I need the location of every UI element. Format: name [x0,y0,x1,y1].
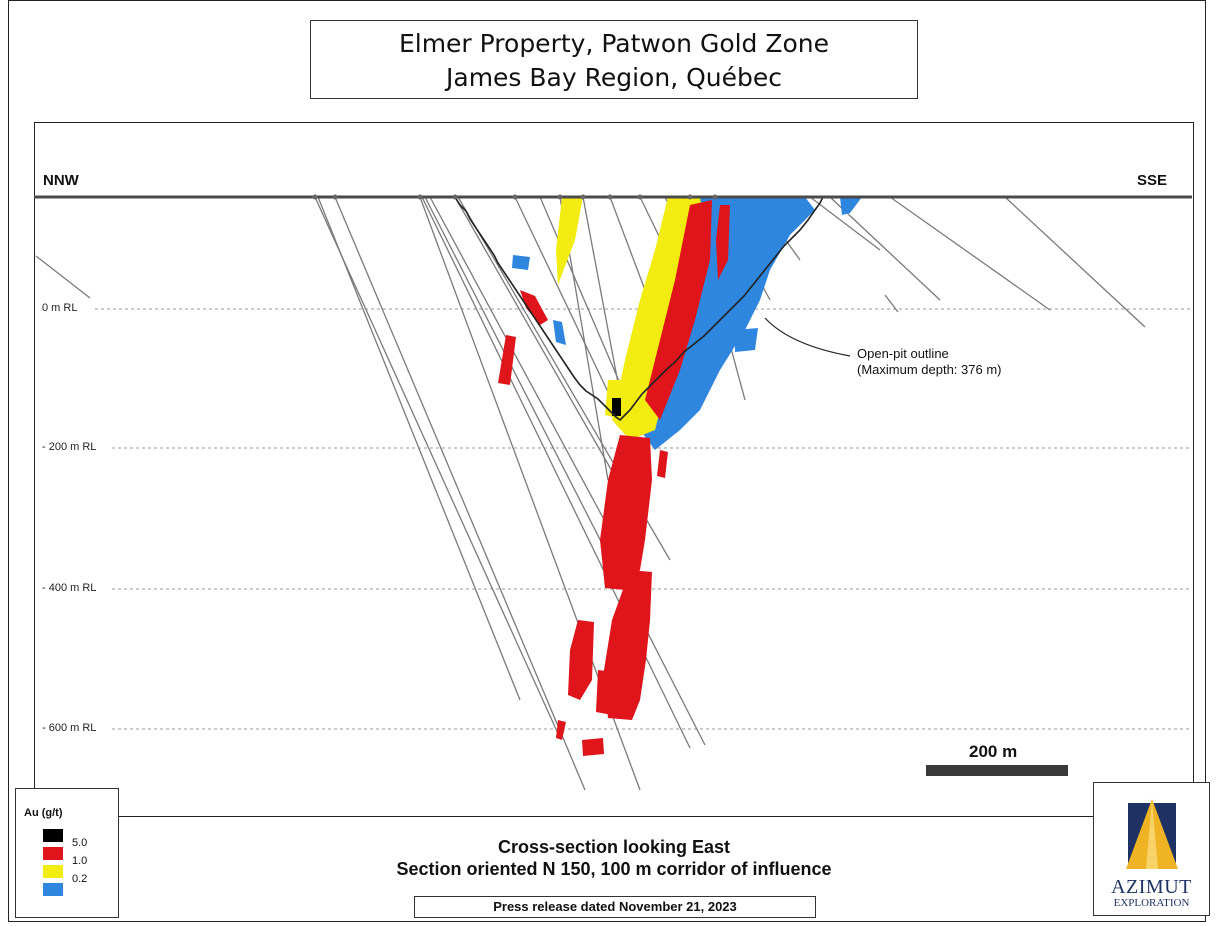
legend-label-5: 5.0 [72,837,88,849]
grade-shell-black [612,398,621,416]
red-block [645,200,712,420]
blue-block [512,255,530,270]
legend-label-1: 1.0 [72,855,88,867]
drillhole [889,196,1051,311]
collar-point [312,194,318,200]
legend-swatch-yellow [43,865,63,878]
yellow-block [556,197,583,285]
red-block [600,435,652,590]
azimut-logo: AZIMUT EXPLORATION [1093,782,1210,916]
drillhole [334,196,586,791]
drillhole [1004,196,1146,328]
red-block [596,670,615,715]
title-box: Elmer Property, Patwon Gold Zone James B… [310,20,918,99]
collar-point [512,194,518,200]
drill-holes [35,196,1146,791]
title-line-2: James Bay Region, Québec [446,63,782,92]
red-block [568,620,594,700]
elevation-label-minus-600: - 600 m RL [42,722,97,734]
black-block [612,398,621,416]
legend-label-02: 0.2 [72,873,88,885]
logo-triangle-highlight [1146,799,1158,869]
logo-name: AZIMUT [1111,876,1192,898]
grade-shell-blue [512,197,862,450]
blue-block [640,197,815,450]
drillhole [884,294,899,313]
drillhole [35,255,91,299]
title-line-1: Elmer Property, Patwon Gold Zone [398,29,830,58]
footer-caption-line-2: Section oriented N 150, 100 m corridor o… [396,859,832,879]
red-block [582,738,604,756]
direction-label-sse: SSE [1137,172,1168,189]
drillhole [314,196,561,739]
collar-point [637,194,643,200]
elevation-label-minus-200: - 200 m RL [42,441,97,453]
pit-callout-leader [764,317,851,357]
pit-callout-text: Open-pit outline (Maximum depth: 376 m) [857,346,1002,378]
scale-bar [926,765,1068,776]
collar-point [332,194,338,200]
footer-caption-line-1: Cross-section looking East [497,837,731,857]
blue-block [735,328,758,352]
collar-point [452,194,458,200]
grade-legend: Au (g/t) 5.0 1.0 0.2 [15,788,119,918]
collar-point [417,194,423,200]
legend-swatch-black [43,829,63,842]
figure-frame [8,0,1206,922]
red-block [657,450,668,478]
collar-point [712,194,718,200]
drillhole [809,196,881,251]
pit-callout-line-1: Open-pit outline [857,346,949,361]
red-block [556,720,566,740]
press-release-box: Press release dated November 21, 2023 [414,896,816,918]
legend-swatch-blue [43,883,63,896]
blue-block [553,320,566,345]
grade-shell-red [498,200,730,756]
red-block [716,205,730,280]
elevation-label-0: 0 m RL [42,302,78,314]
drillhole [317,196,521,701]
drillhole [829,196,941,301]
drillhole [424,196,706,746]
drillhole [454,196,641,521]
collar-point [580,194,586,200]
legend-title: Au (g/t) [24,807,63,819]
red-block [520,290,548,325]
red-block [604,570,652,720]
pit-callout-line-2: (Maximum depth: 376 m) [857,362,1002,377]
elevation-label-minus-400: - 400 m RL [42,582,97,594]
scale-bar-label: 200 m [969,742,1018,761]
drillhole [429,196,616,541]
collar-point [557,194,563,200]
blue-block [840,197,862,215]
collar-point [607,194,613,200]
open-pit-outline [454,196,824,422]
legend-swatch-red [43,847,63,860]
red-block [498,335,516,385]
cross-section-frame [34,122,1194,817]
collar-point [687,194,693,200]
azimut-triangle-logo-icon [1126,799,1178,869]
logo-subtitle: EXPLORATION [1113,897,1190,909]
collar-points [312,194,718,200]
footer-caption: Cross-section looking East Section orien… [300,836,928,880]
direction-label-nnw: NNW [43,172,79,189]
